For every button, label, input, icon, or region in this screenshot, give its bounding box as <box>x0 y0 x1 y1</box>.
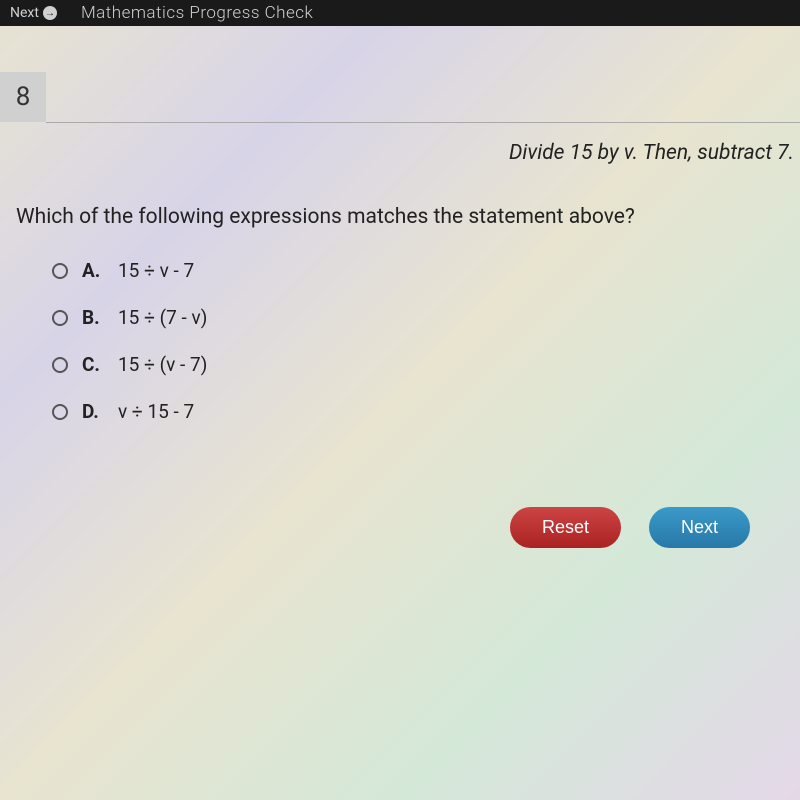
option-letter: D. <box>82 400 104 423</box>
option-d[interactable]: D. v ÷ 15 - 7 <box>52 400 800 423</box>
instruction-text: Divide 15 by v. Then, subtract 7. <box>0 123 800 165</box>
question-text: Which of the following expressions match… <box>0 165 800 229</box>
option-b[interactable]: B. 15 ÷ (7 - v) <box>52 306 800 329</box>
option-letter: A. <box>82 259 104 282</box>
page-title: Mathematics Progress Check <box>81 3 313 23</box>
radio-icon <box>52 357 68 373</box>
top-bar: Next → Mathematics Progress Check <box>0 0 800 26</box>
radio-icon <box>52 263 68 279</box>
option-text: 15 ÷ (7 - v) <box>118 306 207 329</box>
option-letter: B. <box>82 306 104 329</box>
button-row: Reset Next <box>0 447 800 548</box>
radio-icon <box>52 404 68 420</box>
reset-button[interactable]: Reset <box>510 507 621 548</box>
question-number-badge: 8 <box>0 72 46 122</box>
option-text: v ÷ 15 - 7 <box>118 400 194 423</box>
next-top-button[interactable]: Next → <box>10 5 57 21</box>
option-a[interactable]: A. 15 ÷ v - 7 <box>52 259 800 282</box>
next-top-label: Next <box>10 5 39 21</box>
options-group: A. 15 ÷ v - 7 B. 15 ÷ (7 - v) C. 15 ÷ (v… <box>0 229 800 423</box>
next-button[interactable]: Next <box>649 507 750 548</box>
option-text: 15 ÷ v - 7 <box>118 259 194 282</box>
option-text: 15 ÷ (v - 7) <box>118 353 207 376</box>
arrow-right-icon: → <box>43 6 57 20</box>
option-letter: C. <box>82 353 104 376</box>
option-c[interactable]: C. 15 ÷ (v - 7) <box>52 353 800 376</box>
radio-icon <box>52 310 68 326</box>
